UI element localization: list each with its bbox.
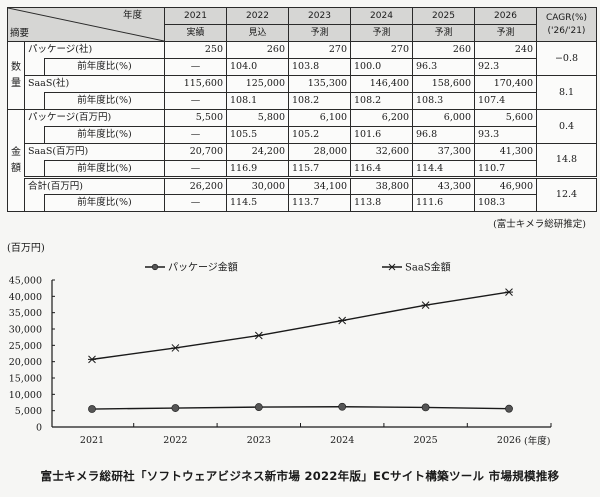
market-size-table: 年度 摘要 2021 2022 2023 2024 2025 2026 CAGR… xyxy=(7,7,597,212)
x-tick-label: 2022 xyxy=(163,435,187,446)
y-tick-label: 35,000 xyxy=(9,308,42,319)
table-row: 金額 パッケージ(百万円) 5,500 5,800 6,100 6,200 6,… xyxy=(7,109,597,212)
y-tick-label: 5,000 xyxy=(15,406,42,417)
data-point-asterisk xyxy=(505,288,513,296)
cagr-header-line1: CAGR(%) xyxy=(545,13,588,24)
data-point-circle xyxy=(171,404,180,412)
data-point-circle xyxy=(505,404,513,413)
table-row-total: 合計(百万円) 26,200 30,000 34,100 38,800 43,3… xyxy=(8,176,597,212)
legend-label: パッケージ金額 xyxy=(168,261,238,274)
y-tick-label: 0 xyxy=(36,423,42,434)
cagr-header-line2: ('26/'21) xyxy=(547,25,586,36)
y-axis-unit: (百万円) xyxy=(7,243,45,254)
year-header: 2022 xyxy=(226,7,289,25)
cagr-value: −0.8 xyxy=(536,41,597,76)
legend-circle-icon xyxy=(151,263,159,271)
cell-yoy: 108.3 xyxy=(474,194,537,212)
status-header: 予測 xyxy=(474,24,537,42)
table-row: 数量 パッケージ(社) 250 260 270 270 260 240 −0.8 xyxy=(7,41,597,110)
corner-summary-label: 摘要 xyxy=(10,27,30,39)
table-row-yoy: 前年度比(%) — 108.1 108.2 108.2 108.3 107.4 xyxy=(8,92,597,110)
y-tick-label: 40,000 xyxy=(9,292,42,303)
data-point-circle xyxy=(88,405,96,413)
y-tick-label: 45,000 xyxy=(9,276,42,287)
y-tick-label: 30,000 xyxy=(9,325,42,336)
table-row-yoy: 前年度比(%) — 114.5 113.7 113.8 111.6 108.3 xyxy=(8,194,597,212)
x-tick-label: 2026 xyxy=(497,435,521,446)
year-header: 2021 xyxy=(164,7,227,25)
table-corner-header: 年度 摘要 xyxy=(7,7,165,42)
table-row: SaaS(百万円) 20,700 24,200 28,000 32,600 37… xyxy=(8,143,597,178)
diagonal-divider xyxy=(8,8,164,41)
y-tick-label: 25,000 xyxy=(9,341,42,352)
cagr-value: 0.4 xyxy=(536,109,597,144)
data-point-asterisk xyxy=(338,316,347,325)
cagr-value: 8.1 xyxy=(536,75,597,110)
source-note: (富士キメラ総研推定) xyxy=(493,219,586,230)
cagr-value: 12.4 xyxy=(536,176,597,212)
data-point-asterisk xyxy=(254,331,263,340)
status-header: 実績 xyxy=(164,24,227,42)
yoy-label: 前年度比(%) xyxy=(44,194,165,212)
status-header: 予測 xyxy=(288,24,351,42)
series-line-package xyxy=(91,406,510,410)
figure-caption: 富士キメラ総研社「ソフトウェアビジネス新市場 2022年版」ECサイト構築ツール… xyxy=(40,469,560,483)
data-point-asterisk xyxy=(421,301,430,310)
y-tick-label: 10,000 xyxy=(9,390,42,401)
group-label-text: 金額 xyxy=(11,146,21,174)
status-header: 見込 xyxy=(226,24,289,42)
legend-asterisk-icon xyxy=(388,263,396,271)
cagr-header: CAGR(%) ('26/'21) xyxy=(536,7,597,42)
year-header: 2025 xyxy=(412,7,475,25)
status-header: 予測 xyxy=(350,24,413,42)
x-tick-label: 2025 xyxy=(414,435,438,446)
x-tick-label: 2021 xyxy=(80,435,104,446)
x-axis-label: (年度) xyxy=(524,435,550,447)
group-label-text: 数量 xyxy=(11,61,21,89)
y-tick-label: 20,000 xyxy=(9,357,42,368)
legend-label: SaaS金額 xyxy=(405,261,451,274)
x-tick-label: 2023 xyxy=(247,435,271,446)
data-point-circle xyxy=(421,403,430,412)
data-point-asterisk xyxy=(88,355,96,364)
x-tick-label: 2024 xyxy=(330,435,354,446)
data-point-circle xyxy=(254,403,263,411)
data-point-asterisk xyxy=(171,344,180,352)
series-line-saas xyxy=(91,291,510,361)
y-tick-label: 15,000 xyxy=(9,374,42,385)
corner-year-label: 年度 xyxy=(122,10,142,21)
data-point-circle xyxy=(338,402,347,411)
table-row-yoy: 前年度比(%) — 104.0 103.8 100.0 96.3 92.3 xyxy=(8,58,597,76)
year-header: 2026 xyxy=(474,7,537,25)
